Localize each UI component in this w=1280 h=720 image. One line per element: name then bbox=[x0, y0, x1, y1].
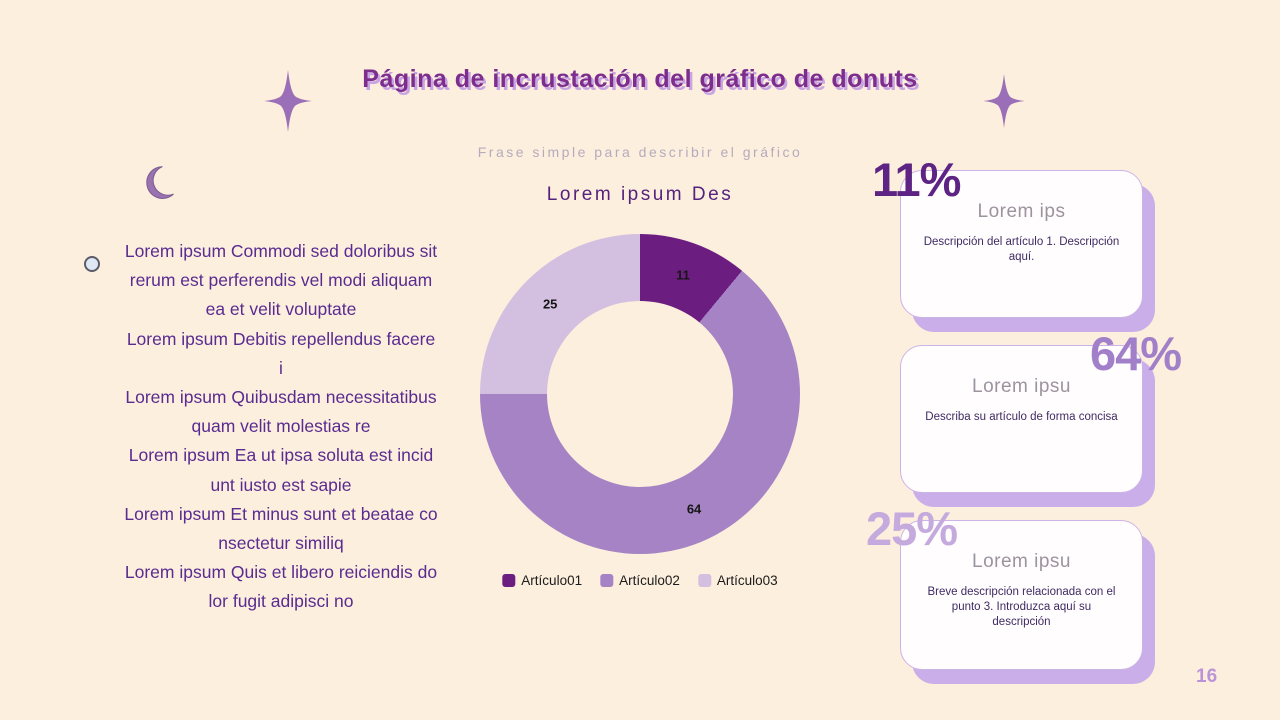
moon-icon bbox=[138, 160, 187, 212]
slice-value-label: 11 bbox=[676, 267, 690, 282]
donut-hole bbox=[547, 301, 733, 487]
paragraph: Lorem ipsum Et minus sunt et beatae cons… bbox=[124, 503, 438, 554]
paragraph: Lorem ipsum Quis et libero reiciendis do… bbox=[124, 562, 438, 612]
card-title: Lorem ips bbox=[977, 201, 1066, 222]
donut-chart: 11 64 25 bbox=[480, 234, 800, 554]
sparkle-icon bbox=[982, 74, 1026, 128]
page-subtitle: Frase simple para describir el gráfico bbox=[477, 144, 803, 160]
legend-item: Artículo03 bbox=[697, 573, 778, 588]
legend-label: Artículo02 bbox=[619, 573, 680, 588]
paragraph: Lorem ipsum Quibusdam necessitatibus qua… bbox=[125, 387, 437, 437]
chart-legend: Artículo01 Artículo02 Artículo03 bbox=[502, 573, 778, 588]
percent-label-1: 11% bbox=[872, 153, 961, 206]
card-title: Lorem ipsu bbox=[972, 551, 1071, 572]
legend-swatch-icon bbox=[600, 574, 614, 587]
paragraph: Lorem ipsum Ea ut ipsa soluta est incidu… bbox=[128, 445, 434, 495]
circle-bullet-icon bbox=[84, 256, 100, 272]
percent-label-3: 25% bbox=[866, 502, 958, 555]
slice-value-label: 64 bbox=[686, 501, 702, 517]
card-description: Breve descripción relacionada con el pun… bbox=[927, 586, 1116, 628]
info-card-3: Lorem ipsu Breve descripción relacionada… bbox=[900, 520, 1143, 670]
paragraph: Lorem ipsum Commodi sed doloribus sit re… bbox=[124, 241, 438, 320]
sparkle-icon bbox=[263, 70, 313, 132]
legend-item: Artículo02 bbox=[600, 573, 680, 588]
legend-item: Artículo01 bbox=[502, 573, 582, 588]
slice-value-label: 25 bbox=[542, 296, 558, 312]
left-text-block: Lorem ipsum Commodi sed doloribus sit re… bbox=[124, 237, 438, 617]
card-description: Describa su artículo de forma concisa bbox=[925, 411, 1118, 423]
paragraph: Lorem ipsum Debitis repellendus facere i bbox=[126, 328, 436, 378]
card-title: Lorem ipsu bbox=[972, 376, 1071, 397]
legend-swatch-icon bbox=[697, 574, 711, 587]
legend-label: Artículo01 bbox=[521, 573, 583, 588]
info-card-1: Lorem ips Descripción del artículo 1. De… bbox=[900, 170, 1143, 318]
chart-title: Lorem ipsum Des bbox=[546, 184, 734, 205]
percent-label-2: 64% bbox=[1090, 327, 1182, 380]
legend-label: Artículo03 bbox=[716, 573, 778, 588]
page-number: 16 bbox=[1196, 666, 1218, 687]
legend-swatch-icon bbox=[502, 574, 516, 587]
page-title: Página de incrustación del gráfico de do… bbox=[362, 65, 918, 93]
info-card-2: Lorem ipsu Describa su artículo de forma… bbox=[900, 345, 1143, 493]
card-description: Descripción del artículo 1. Descripción … bbox=[923, 236, 1120, 263]
